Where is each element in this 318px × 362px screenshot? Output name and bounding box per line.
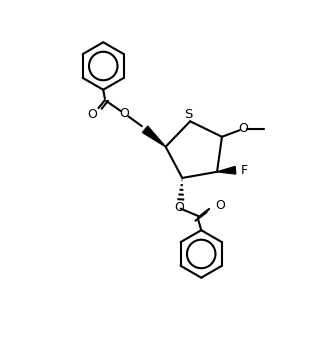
Polygon shape [142,126,166,147]
Text: O: O [215,199,225,212]
Text: F: F [241,164,248,177]
Text: O: O [238,122,248,135]
Text: S: S [184,108,193,121]
Text: O: O [174,201,184,214]
Polygon shape [217,167,236,174]
Text: O: O [120,107,129,120]
Text: O: O [87,108,97,121]
